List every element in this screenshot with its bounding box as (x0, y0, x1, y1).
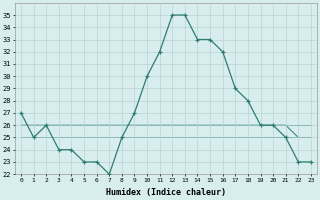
X-axis label: Humidex (Indice chaleur): Humidex (Indice chaleur) (106, 188, 226, 197)
